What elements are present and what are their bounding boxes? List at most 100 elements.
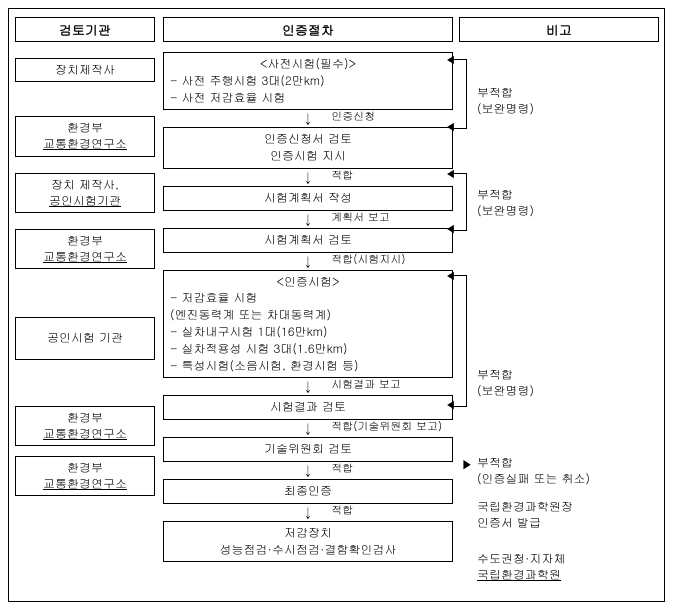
arrow-label: 적합(기술위원회 보고) [331, 421, 442, 432]
arrow-down-icon: ↓ 적합 [163, 464, 453, 477]
remark-line: 부적합 [477, 187, 534, 203]
arrow-label: 인증신청 [331, 111, 375, 122]
proc-box-result-review: 시험결과 검토 [163, 395, 453, 420]
proc-title: <사전시험(필수)> [170, 56, 446, 73]
remark-line: 부적합 [477, 85, 534, 101]
arrow-down-icon: ↓ 적합(시험지시) [163, 255, 453, 268]
header-left: 검토기관 [15, 17, 155, 42]
remark-line: (인증실패 또는 취소) [477, 471, 590, 487]
spacer [15, 273, 155, 317]
feedback-bracket: ◀ ◀ [453, 275, 467, 407]
arrow-label: 시험결과 보고 [331, 379, 401, 390]
remark-inspector: 수도권청·지자체 국립환경과학원 [477, 551, 566, 583]
proc-line: 성능점검·수시점검·결함확인검사 [170, 542, 446, 559]
remark-line: 부적합 [477, 455, 590, 471]
proc-line: - 특성시험(소음시험, 환경시험 등) [170, 358, 446, 375]
proc-line: 저감장치 [170, 525, 446, 542]
proc-line: - 사전 저감효율 시험 [170, 90, 446, 107]
col-remarks: 비고 ◀ ◀ 부적합 (보완명령) ◀ ◀ 부적합 (보완명령) ◀ ◀ [459, 17, 659, 52]
remark-issuer: 국립환경과학원장 인증서 발급 [477, 499, 573, 531]
col-review-org: 검토기관 장치제작사 환경부 교통환경연구소 장치 제작사, 공인시험기관 환경… [15, 17, 155, 500]
remark-fail-2: 부적합 (보완명령) [477, 187, 534, 219]
proc-box-review-app: 인증신청서 검토 인증시험 지시 [163, 127, 453, 169]
proc-line: - 실차내구시험 1대(16만km) [170, 324, 446, 341]
proc-title: <인증시험> [170, 274, 446, 291]
remark-line: 인증서 발급 [477, 515, 573, 531]
feedback-bracket: ◀ ◀ [453, 173, 467, 231]
proc-line: - 실차적용성 시험 3대(1.6만km) [170, 341, 446, 358]
proc-box-plan-review: 시험계획서 검토 [163, 228, 453, 253]
org-text: 환경부 [20, 233, 150, 249]
org-box-7: 환경부 교통환경연구소 [15, 456, 155, 496]
arrow-down-icon: ↓ 적합 [163, 506, 453, 519]
arrowhead-icon: ▶ [461, 457, 473, 473]
arrow-label: 적합 [331, 505, 353, 516]
header-right: 비고 [459, 17, 659, 42]
arrowhead-icon: ◀ [445, 271, 456, 282]
org-text-underline: 교통환경연구소 [20, 249, 150, 265]
org-box-6: 환경부 교통환경연구소 [15, 406, 155, 446]
arrow-down-icon: ↓ 인증신청 [163, 112, 453, 125]
proc-line: 시험결과 검토 [270, 398, 346, 415]
org-text: 환경부 [20, 460, 150, 476]
col-procedure: 인증절차 <사전시험(필수)> - 사전 주행시험 3대(2만km) - 사전 … [163, 17, 453, 562]
proc-line: 인증시험 지시 [170, 148, 446, 165]
org-text-underline: 교통환경연구소 [20, 426, 150, 442]
org-box-2: 환경부 교통환경연구소 [15, 116, 155, 156]
arrow-down-icon: ↓ 적합 [163, 171, 453, 184]
columns: 검토기관 장치제작사 환경부 교통환경연구소 장치 제작사, 공인시험기관 환경… [15, 17, 658, 593]
remark-line: (보완명령) [477, 203, 534, 219]
remark-fail-3: 부적합 (보완명령) [477, 367, 534, 399]
org-box-3: 장치 제작사, 공인시험기관 [15, 173, 155, 213]
spacer [15, 364, 155, 406]
org-text-underline: 공인시험기관 [20, 193, 150, 209]
spacer [15, 86, 155, 116]
org-text-underline: 교통환경연구소 [20, 476, 150, 492]
proc-box-pretest: <사전시험(필수)> - 사전 주행시험 3대(2만km) - 사전 저감효율 … [163, 52, 453, 110]
arrowhead-icon: ◀ [445, 400, 456, 411]
proc-box-committee: 기술위원회 검토 [163, 437, 453, 462]
org-text: 장치제작사 [55, 61, 115, 78]
spacer [15, 217, 155, 229]
org-text: 공인시험 기관 [47, 329, 123, 346]
proc-line: (엔진동력계 또는 차대동력계) [170, 307, 446, 324]
org-text: 환경부 [20, 120, 150, 136]
arrowhead-icon: ◀ [445, 224, 456, 235]
arrow-down-icon: ↓ 시험결과 보고 [163, 380, 453, 393]
arrow-label: 계획서 보고 [331, 212, 390, 223]
remark-line: (보완명령) [477, 383, 534, 399]
proc-line: 인증신청서 검토 [170, 131, 446, 148]
proc-box-final-cert: 최종인증 [163, 479, 453, 504]
arrow-down-icon: ↓ 적합(기술위원회 보고) [163, 422, 453, 435]
arrow-label: 적합(시험지시) [331, 254, 405, 265]
header-mid: 인증절차 [163, 17, 453, 42]
org-box-5: 공인시험 기관 [15, 317, 155, 359]
proc-line: - 사전 주행시험 3대(2만km) [170, 73, 446, 90]
remark-fail-4: ▶ 부적합 (인증실패 또는 취소) [477, 455, 590, 487]
arrow-down-icon: ↓ 계획서 보고 [163, 213, 453, 226]
proc-line: 기술위원회 검토 [264, 440, 352, 457]
remark-line: 국립환경과학원장 [477, 499, 573, 515]
remark-line: 부적합 [477, 367, 534, 383]
org-box-4: 환경부 교통환경연구소 [15, 229, 155, 269]
proc-line: 시험계획서 작성 [264, 189, 352, 206]
org-text: 장치 제작사, [20, 177, 150, 193]
proc-box-plan-write: 시험계획서 작성 [163, 186, 453, 211]
spacer [15, 161, 155, 173]
proc-line: 시험계획서 검토 [264, 231, 352, 248]
diagram-frame: 검토기관 장치제작사 환경부 교통환경연구소 장치 제작사, 공인시험기관 환경… [8, 8, 665, 602]
arrowhead-icon: ◀ [445, 122, 456, 133]
proc-box-cert-test: <인증시험> - 저감효율 시험 (엔진동력계 또는 차대동력계) - 실차내구… [163, 270, 453, 379]
org-box-1: 장치제작사 [15, 58, 155, 82]
remark-line-underline: 국립환경과학원 [477, 567, 566, 583]
arrowhead-icon: ◀ [445, 169, 456, 180]
org-text: 환경부 [20, 410, 150, 426]
feedback-bracket: ◀ ◀ [453, 59, 467, 129]
remark-line: (보완명령) [477, 101, 534, 117]
proc-line: 최종인증 [284, 482, 332, 499]
arrow-label: 적합 [331, 170, 353, 181]
proc-box-inspection: 저감장치 성능점검·수시점검·결함확인검사 [163, 521, 453, 563]
arrowhead-icon: ◀ [445, 55, 456, 66]
org-text-underline: 교통환경연구소 [20, 136, 150, 152]
arrow-label: 적합 [331, 463, 353, 474]
